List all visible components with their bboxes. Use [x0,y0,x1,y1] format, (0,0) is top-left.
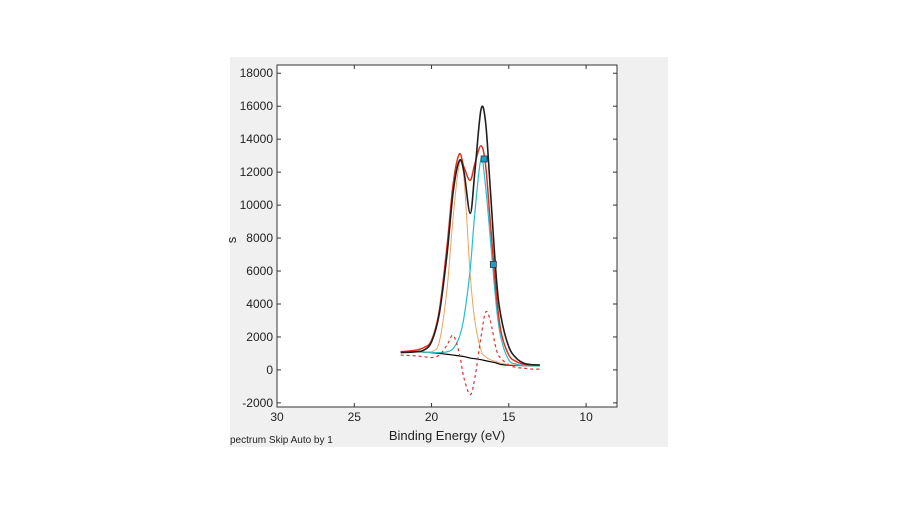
marker-group[interactable] [480,155,497,268]
y-tick-label: 18000 [240,66,274,80]
y-tick-label: 10000 [240,198,274,212]
plot-area [276,64,618,408]
y-tick-label: 4000 [246,297,273,311]
axis-ticks: 30 25 20 15 10 -2000 0 2000 4000 6000 8000 10000 120… [240,65,617,424]
y-tick-label: 6000 [246,264,273,278]
series-group [400,105,540,396]
series-line-data [400,105,540,366]
marker-handle-width[interactable] [489,261,497,268]
x-tick-label: 25 [348,410,362,424]
status-text: pectrum Skip Auto by 1 [230,435,333,446]
series-line-component-2 [400,157,540,367]
x-tick-label: 20 [425,410,439,424]
series-line-component-1 [400,160,540,367]
y-tick-label: 14000 [240,132,274,146]
y-tick-label: 8000 [246,231,273,245]
y-tick-label: 0 [266,363,273,377]
x-tick-label: 30 [270,410,284,424]
y-axis-label: s [224,236,239,243]
y-tick-label: -2000 [242,396,273,410]
y-tick-label: 12000 [240,165,274,179]
x-axis-label: Binding Energy (eV) [389,428,505,443]
series-line-residual [400,310,540,396]
marker-handle-peak[interactable] [480,155,488,163]
x-tick-label: 15 [502,410,516,424]
y-tick-label: 2000 [246,330,273,344]
x-tick-label: 10 [579,410,593,424]
y-tick-label: 16000 [240,99,274,113]
